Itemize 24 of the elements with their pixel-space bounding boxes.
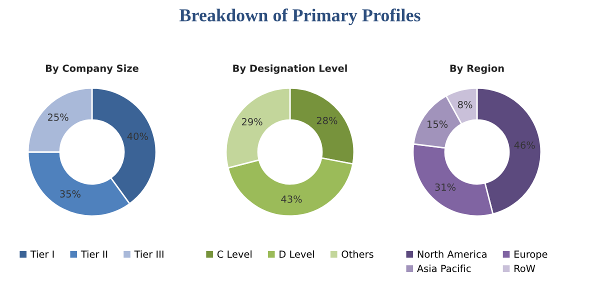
data-label: 31% <box>435 183 456 191</box>
legend-label: Tier II <box>80 250 108 258</box>
legend-label: Others <box>342 250 374 258</box>
legend-label: RoW <box>514 264 536 272</box>
chart-title: By Region <box>450 64 504 74</box>
chart-title: By Company Size <box>46 64 138 74</box>
data-label: 46% <box>514 141 535 149</box>
legend-label: Tier I <box>30 250 54 258</box>
data-label: 43% <box>281 195 302 203</box>
data-label: 40% <box>127 132 148 140</box>
legend-label: North America <box>418 250 486 258</box>
data-label: 29% <box>242 118 262 126</box>
legend-label: Tier III <box>134 250 164 258</box>
data-label: 15% <box>428 120 448 128</box>
legend-label: Asia Pacific <box>417 264 471 272</box>
data-label: 25% <box>48 114 68 121</box>
data-label: 8% <box>458 100 472 108</box>
chart-title: By Designation Level <box>233 64 347 74</box>
data-label: 35% <box>60 190 80 198</box>
legend-label: C Level <box>217 250 252 258</box>
legend-label: D Level <box>280 250 314 258</box>
legend-label: Europe <box>514 250 548 260</box>
data-label: 28% <box>316 116 338 124</box>
text: Breakdown of Primary Profiles <box>180 8 420 26</box>
